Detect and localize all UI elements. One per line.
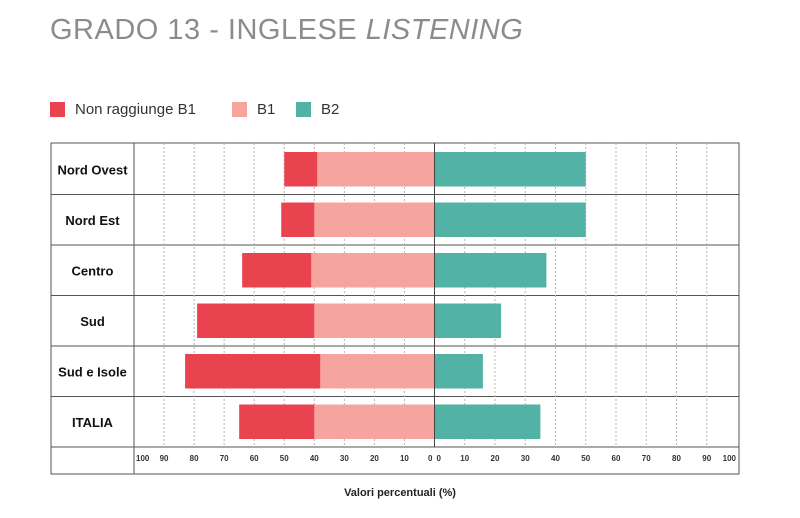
bar-b2-sud — [434, 303, 502, 338]
category-label-sud: Sud — [80, 314, 105, 329]
x-tick-label: 10 — [400, 454, 409, 463]
category-label-nord-ovest: Nord Ovest — [57, 162, 128, 177]
bar-b1-italia — [314, 404, 435, 439]
x-tick-label: 10 — [460, 454, 469, 463]
bar-non-raggiunge-b1-sud-e-isole — [185, 354, 321, 389]
bar-b1-sud — [314, 303, 435, 338]
legend-swatch-non-raggiunge-b1 — [50, 102, 65, 117]
x-axis-label: Valori percentuali (%) — [344, 487, 456, 499]
x-tick-label: 90 — [702, 454, 711, 463]
bar-b2-nord-ovest — [434, 152, 586, 187]
bar-non-raggiunge-b1-italia — [239, 404, 315, 439]
bar-b2-italia — [434, 404, 541, 439]
bar-non-raggiunge-b1-nord-ovest — [284, 152, 318, 187]
bar-b2-sud-e-isole — [434, 354, 483, 389]
x-tick-label: 80 — [672, 454, 681, 463]
legend-swatch-b2 — [296, 102, 311, 117]
x-tick-label: 20 — [491, 454, 500, 463]
bar-b2-nord-est — [434, 202, 586, 237]
legend-item-b1: B1 — [232, 101, 275, 118]
x-tick-label: 30 — [521, 454, 530, 463]
chart-title: GRADO 13 - INGLESE LISTENING — [50, 14, 523, 47]
legend-label-b1: B1 — [257, 101, 276, 118]
x-tick-label: 30 — [340, 454, 349, 463]
x-tick-label: 20 — [370, 454, 379, 463]
category-label-italia: ITALIA — [72, 415, 114, 430]
x-tick-label: 80 — [190, 454, 199, 463]
bar-non-raggiunge-b1-sud — [197, 303, 315, 338]
x-tick-label: 40 — [310, 454, 319, 463]
x-tick-label: 50 — [581, 454, 590, 463]
legend-label-b2: B2 — [321, 101, 340, 118]
x-tick-label: 50 — [280, 454, 289, 463]
bar-b2-centro — [434, 253, 547, 288]
chart-title-main: GRADO 13 - INGLESE — [50, 14, 366, 46]
legend-swatch-b1 — [232, 102, 247, 117]
x-tick-label: 70 — [220, 454, 229, 463]
x-tick-label: 0 — [428, 454, 433, 463]
x-tick-label: 100 — [136, 454, 150, 463]
bar-b1-centro — [311, 253, 435, 288]
x-tick-label: 70 — [642, 454, 651, 463]
bar-non-raggiunge-b1-centro — [242, 253, 312, 288]
chart-frame — [50, 142, 740, 475]
chart-title-italic: LISTENING — [365, 14, 524, 46]
category-label-centro: Centro — [72, 263, 114, 278]
legend-label-non-raggiunge-b1: Non raggiunge B1 — [75, 101, 196, 118]
x-tick-label: 60 — [612, 454, 621, 463]
bar-b1-nord-est — [314, 202, 435, 237]
category-label-nord-est: Nord Est — [65, 213, 120, 228]
legend-item-non-raggiunge-b1: Non raggiunge B1 — [50, 101, 196, 118]
x-tick-label: 60 — [250, 454, 259, 463]
x-tick-label: 40 — [551, 454, 560, 463]
x-tick-label: 90 — [160, 454, 169, 463]
x-tick-label: 100 — [723, 454, 737, 463]
x-tick-label: 0 — [437, 454, 442, 463]
legend-item-b2: B2 — [296, 101, 339, 118]
bar-non-raggiunge-b1-nord-est — [281, 202, 315, 237]
bar-b1-nord-ovest — [317, 152, 435, 187]
category-label-sud-e-isole: Sud e Isole — [58, 364, 127, 379]
bar-b1-sud-e-isole — [320, 354, 435, 389]
